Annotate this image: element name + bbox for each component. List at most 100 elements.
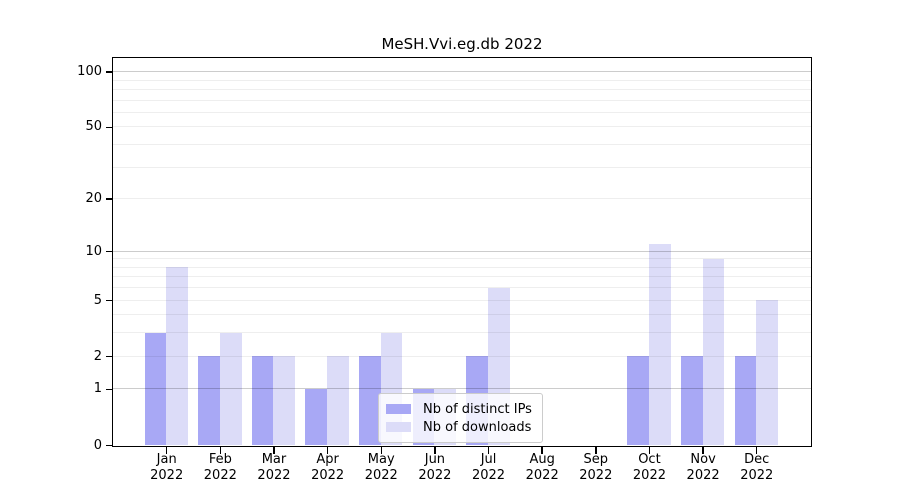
bar-dec-downloads xyxy=(756,300,778,445)
x-tick-label: Nov 2022 xyxy=(676,452,730,483)
y-tick-label: 50 xyxy=(85,119,102,135)
x-tick-label: Feb 2022 xyxy=(193,452,247,483)
bar-feb-downloads xyxy=(219,332,242,445)
chart-title: MeSH.Vvi.eg.db 2022 xyxy=(381,35,543,53)
x-tick-month: Jan xyxy=(156,452,177,467)
legend-label-downloads: Nb of downloads xyxy=(423,419,532,435)
x-tick xyxy=(219,447,222,454)
x-tick-month: Aug xyxy=(529,452,555,467)
bar-apr-distinct-ips xyxy=(305,388,328,445)
x-tick-year: 2022 xyxy=(525,467,559,483)
gridline-minor xyxy=(113,355,811,357)
bar-jan-distinct-ips xyxy=(144,332,167,445)
x-tick-month: Dec xyxy=(744,452,770,467)
gridline-minor xyxy=(113,88,811,90)
gridline-minor xyxy=(113,144,811,146)
x-tick-year: 2022 xyxy=(686,467,720,483)
x-tick xyxy=(541,447,543,454)
x-tick-label: Oct 2022 xyxy=(622,452,676,483)
gridline-minor xyxy=(113,99,811,101)
x-tick xyxy=(756,447,758,454)
x-tick-year: 2022 xyxy=(740,467,774,483)
x-tick-month: Sep xyxy=(583,452,609,467)
y-tick xyxy=(105,355,113,358)
legend-swatch-downloads xyxy=(386,422,411,432)
gridline-minor xyxy=(113,111,811,113)
bar-oct-distinct-ips xyxy=(627,356,649,445)
x-tick xyxy=(434,447,436,454)
x-tick xyxy=(702,447,704,454)
y-tick xyxy=(105,444,113,447)
bar-jan-downloads xyxy=(166,267,188,445)
y-tick-label: 1 xyxy=(93,381,102,397)
gridline-minor xyxy=(113,79,811,81)
x-tick-month: Jun xyxy=(424,452,446,467)
gridline-minor xyxy=(113,258,811,260)
gridline-minor xyxy=(113,287,811,289)
x-tick-year: 2022 xyxy=(311,467,345,483)
x-tick-label: Jul 2022 xyxy=(462,452,516,483)
gridline-major xyxy=(113,71,811,73)
x-tick-month: May xyxy=(367,452,395,467)
plot-area: Nb of distinct IPs Nb of downloads xyxy=(112,57,812,447)
gridline-minor xyxy=(113,166,811,168)
legend-item-distinct-ips: Nb of distinct IPs xyxy=(386,401,532,417)
legend-label-distinct-ips: Nb of distinct IPs xyxy=(423,401,532,417)
x-tick xyxy=(487,447,490,454)
gridline-minor xyxy=(113,332,811,334)
x-tick-label: Jun 2022 xyxy=(408,452,462,483)
gridline-minor xyxy=(113,314,811,316)
bar-dec-distinct-ips xyxy=(734,356,757,445)
gridline-major xyxy=(113,250,811,252)
y-tick xyxy=(105,299,113,302)
bar-oct-downloads xyxy=(648,243,671,445)
x-tick-month: Nov xyxy=(690,452,716,467)
y-tick xyxy=(105,388,113,391)
bar-apr-downloads xyxy=(327,356,349,445)
x-tick-label: May 2022 xyxy=(354,452,408,483)
y-tick xyxy=(105,71,113,73)
x-tick-label: Dec 2022 xyxy=(730,452,784,483)
gridline-minor xyxy=(113,299,811,301)
y-tick-label: 5 xyxy=(93,292,102,308)
bar-nov-distinct-ips xyxy=(680,356,703,445)
x-tick-year: 2022 xyxy=(364,467,398,483)
x-tick xyxy=(166,447,168,454)
x-tick-label: Apr 2022 xyxy=(301,452,355,483)
legend-item-downloads: Nb of downloads xyxy=(386,419,532,435)
y-tick-label: 20 xyxy=(85,191,102,207)
bar-feb-distinct-ips xyxy=(198,356,220,445)
bar-nov-downloads xyxy=(702,258,725,445)
y-tick-label: 10 xyxy=(85,243,102,259)
plot-canvas xyxy=(113,58,811,446)
y-tick xyxy=(105,198,113,200)
x-tick-year: 2022 xyxy=(632,467,666,483)
gridline-minor xyxy=(113,198,811,200)
x-tick xyxy=(380,447,382,454)
gridline-minor xyxy=(113,266,811,268)
bar-mar-distinct-ips xyxy=(251,356,274,445)
x-tick-month: Mar xyxy=(261,452,287,467)
x-tick-label: Aug 2022 xyxy=(515,452,569,483)
y-tick-label: 100 xyxy=(77,64,102,80)
x-tick-month: Oct xyxy=(638,452,661,467)
bar-mar-downloads xyxy=(273,356,296,445)
gridline-minor xyxy=(113,126,811,128)
gridline-major xyxy=(113,388,811,390)
x-tick xyxy=(648,447,651,454)
x-tick-month: Apr xyxy=(316,452,339,467)
x-tick-year: 2022 xyxy=(257,467,291,483)
x-tick-year: 2022 xyxy=(579,467,613,483)
x-tick-year: 2022 xyxy=(203,467,237,483)
x-tick-label: Mar 2022 xyxy=(247,452,301,483)
x-tick-year: 2022 xyxy=(150,467,184,483)
x-tick xyxy=(595,447,597,454)
bar-may-distinct-ips xyxy=(359,356,381,445)
x-tick-label: Jan 2022 xyxy=(140,452,194,483)
y-tick xyxy=(105,126,113,129)
x-tick-month: Jul xyxy=(480,452,497,467)
y-tick xyxy=(105,250,113,253)
x-tick-label: Sep 2022 xyxy=(569,452,623,483)
x-tick-month: Feb xyxy=(208,452,232,467)
